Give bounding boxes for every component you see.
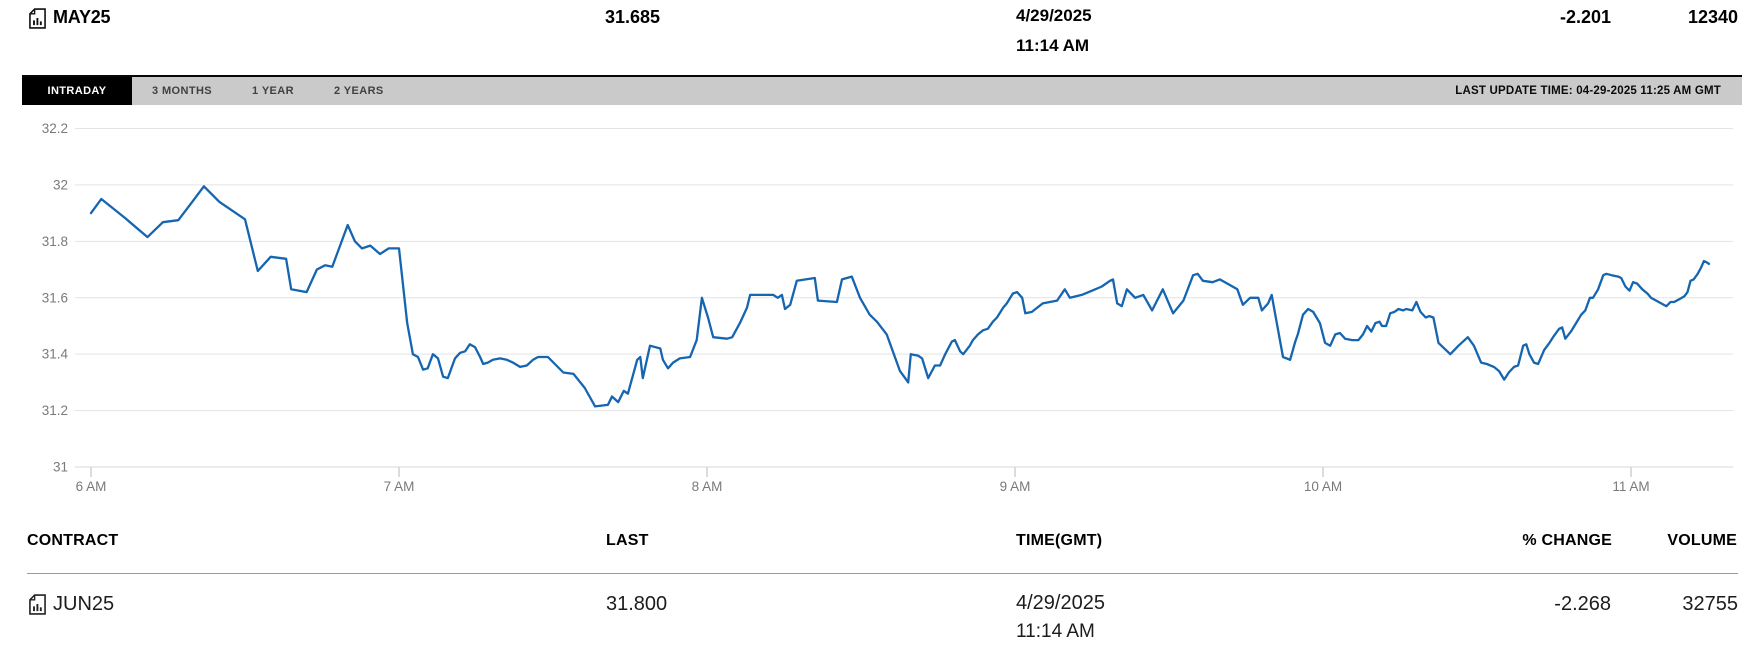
summary-contract-name: MAY25 bbox=[53, 7, 111, 27]
summary-time: 11:14 AM bbox=[1016, 36, 1090, 55]
y-axis-label: 32 bbox=[53, 177, 68, 192]
row-volume: 32755 bbox=[1682, 593, 1738, 615]
y-axis-label: 31.6 bbox=[42, 290, 68, 305]
row-date: 4/29/2025 bbox=[1016, 592, 1105, 614]
summary-percent-change: -2.201 bbox=[1559, 7, 1611, 27]
y-axis-label: 31.2 bbox=[42, 403, 68, 418]
column-header-volume: VOLUME bbox=[1667, 532, 1737, 549]
x-axis-label: 6 AM bbox=[76, 479, 107, 494]
y-axis-label: 31 bbox=[53, 460, 68, 475]
column-header-last: LAST bbox=[606, 532, 649, 549]
summary-date: 4/29/2025 bbox=[1016, 6, 1092, 25]
contract-summary-bar: MAY25 31.685 4/29/2025 11:14 AM -2.201 1… bbox=[0, 0, 1751, 75]
price-line-series bbox=[89, 185, 1711, 408]
contract-document-chart-icon bbox=[29, 594, 46, 615]
summary-datetime: 4/29/2025 11:14 AM bbox=[1016, 7, 1092, 54]
tab-3-months[interactable]: 3 MONTHS bbox=[152, 85, 213, 97]
summary-contract-cell: MAY25 bbox=[29, 7, 111, 29]
contract-document-chart-icon bbox=[29, 8, 46, 29]
row-time: 11:14 AM bbox=[1016, 621, 1095, 642]
tab-intraday[interactable]: INTRADAY bbox=[22, 77, 132, 105]
last-update-time-label: LAST UPDATE TIME: 04-29-2025 11:25 AM GM… bbox=[1455, 85, 1721, 97]
y-axis-label: 31.4 bbox=[42, 347, 69, 362]
y-axis-label: 32.2 bbox=[42, 121, 68, 136]
x-axis-label: 11 AM bbox=[1612, 479, 1649, 494]
tab-2-years[interactable]: 2 YEARS bbox=[333, 85, 384, 97]
y-axis-label: 31.8 bbox=[42, 234, 68, 249]
tab-1-year[interactable]: 1 YEAR bbox=[252, 85, 294, 97]
column-header-contract: CONTRACT bbox=[27, 532, 119, 549]
summary-last-price: 31.685 bbox=[605, 7, 661, 27]
row-contract-cell: JUN25 bbox=[29, 593, 114, 616]
table-row-jun25[interactable]: JUN25 31.800 4/29/2025 11:14 AM -2.268 3… bbox=[0, 591, 1751, 646]
summary-volume: 12340 bbox=[1687, 7, 1738, 27]
intraday-price-chart: 32.2 32 31.8 31.6 31.4 31.2 31 6 AM 7 AM 8 AM 9 AM… bbox=[42, 121, 1733, 494]
column-header-time-gmt: TIME(GMT) bbox=[1016, 532, 1103, 549]
table-divider bbox=[27, 573, 1738, 574]
column-header-percent-change: % CHANGE bbox=[1522, 532, 1612, 549]
row-contract-name: JUN25 bbox=[53, 593, 115, 615]
row-datetime: 4/29/2025 11:14 AM bbox=[1016, 593, 1105, 641]
x-axis-label: 10 AM bbox=[1304, 479, 1342, 494]
chart-range-tabbar: INTRADAY 3 MONTHS 1 YEAR 2 YEARS LAST UP… bbox=[22, 75, 1742, 105]
contracts-table-header: CONTRACT LAST TIME(GMT) % CHANGE VOLUME bbox=[0, 532, 1751, 550]
x-axis-label: 7 AM bbox=[384, 479, 415, 494]
row-last-price: 31.800 bbox=[606, 593, 668, 615]
x-axis-label: 9 AM bbox=[1000, 479, 1031, 494]
x-axis-label: 8 AM bbox=[692, 479, 723, 494]
row-percent-change: -2.268 bbox=[1554, 593, 1611, 615]
